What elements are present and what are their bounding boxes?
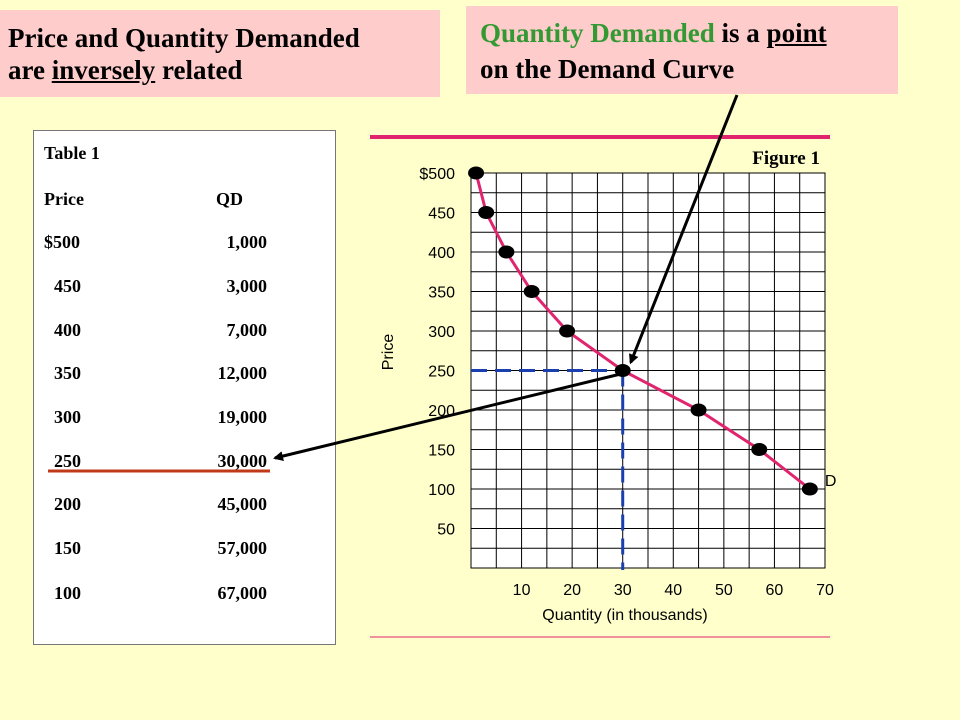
table-cell-price: 200 <box>54 494 81 514</box>
table-title: Table 1 <box>44 143 100 163</box>
data-point <box>751 443 768 456</box>
x-tick-label: 60 <box>766 582 784 599</box>
table-cell-qd: 45,000 <box>217 494 268 514</box>
table-cell-price: 150 <box>54 538 81 558</box>
table-cell-price: 250 <box>54 451 81 471</box>
callout-left-underlined: inversely <box>51 55 156 85</box>
table-cell-price: $500 <box>44 232 80 252</box>
table-cell-price: 350 <box>54 363 81 383</box>
callout-right-green-text: Quantity Demanded <box>480 18 715 48</box>
data-point <box>559 324 576 338</box>
data-point <box>690 403 707 417</box>
y-tick-label: 150 <box>428 443 455 460</box>
x-tick-label: 70 <box>816 582 834 599</box>
table-cell-qd: 3,000 <box>226 276 268 296</box>
figure-title: Figure 1 <box>752 148 820 169</box>
table-cell-qd: 12,000 <box>217 363 268 383</box>
table-header-price: Price <box>44 189 84 209</box>
arrow-point-to-table <box>273 372 624 461</box>
y-axis-label: Price <box>380 334 397 371</box>
curve-label-d: D <box>825 473 837 490</box>
callout-right-line2: on the Demand Curve <box>480 54 735 84</box>
x-tick-label: 20 <box>563 582 581 599</box>
callout-right-line1: Quantity Demanded is a point <box>480 15 898 51</box>
y-tick-label: 50 <box>437 522 455 539</box>
table-cell-qd: 67,000 <box>217 583 268 603</box>
x-tick-label: 40 <box>664 582 682 599</box>
callout-inverse-relation: Price and Quantity Demanded are inversel… <box>0 10 440 97</box>
table-cell-price: 300 <box>54 407 81 427</box>
y-tick-label: 400 <box>428 245 455 262</box>
y-tick-label: $500 <box>419 166 455 183</box>
y-tick-label: 350 <box>428 285 455 302</box>
data-point <box>478 206 495 219</box>
x-axis-label: Quantity (in thousands) <box>542 607 707 624</box>
callout-left-text-a: are <box>8 55 52 85</box>
table-cell-qd: 7,000 <box>226 320 268 340</box>
demand-table: Table 1 Price QD $500 1,000 450 3,000 400 7,0… <box>33 130 336 645</box>
callout-left-text-c: related <box>155 55 243 85</box>
y-tick-label: 100 <box>428 482 455 499</box>
table-header-qd: QD <box>216 189 243 209</box>
table-cell-qd: 1,000 <box>226 232 268 252</box>
callout-point-on-curve: Quantity Demanded is a point on the Dema… <box>466 6 898 94</box>
table-cell-price: 100 <box>54 583 81 603</box>
y-tick-label: 450 <box>428 206 455 223</box>
table-cell-qd: 19,000 <box>217 407 268 427</box>
x-tick-label: 10 <box>513 582 531 599</box>
table-cell-price: 450 <box>54 276 81 296</box>
y-tick-label: 250 <box>428 364 455 381</box>
data-point <box>523 285 540 298</box>
callout-left-line2: are inversely related <box>8 54 440 86</box>
callout-right-underlined: point <box>766 18 827 48</box>
table-cell-price: 400 <box>54 320 81 340</box>
table-cell-qd: 30,000 <box>217 451 268 471</box>
data-point <box>468 166 485 180</box>
x-tick-label: 50 <box>715 582 733 599</box>
x-tick-label: 30 <box>614 582 632 599</box>
callout-left-line1: Price and Quantity Demanded <box>8 23 360 53</box>
data-point <box>498 245 515 259</box>
data-point <box>801 482 818 496</box>
table-cell-qd: 57,000 <box>217 538 268 558</box>
callout-right-text-b: is a <box>714 18 767 48</box>
arrow-callout-to-point <box>629 94 739 365</box>
y-tick-label: 300 <box>428 324 455 341</box>
